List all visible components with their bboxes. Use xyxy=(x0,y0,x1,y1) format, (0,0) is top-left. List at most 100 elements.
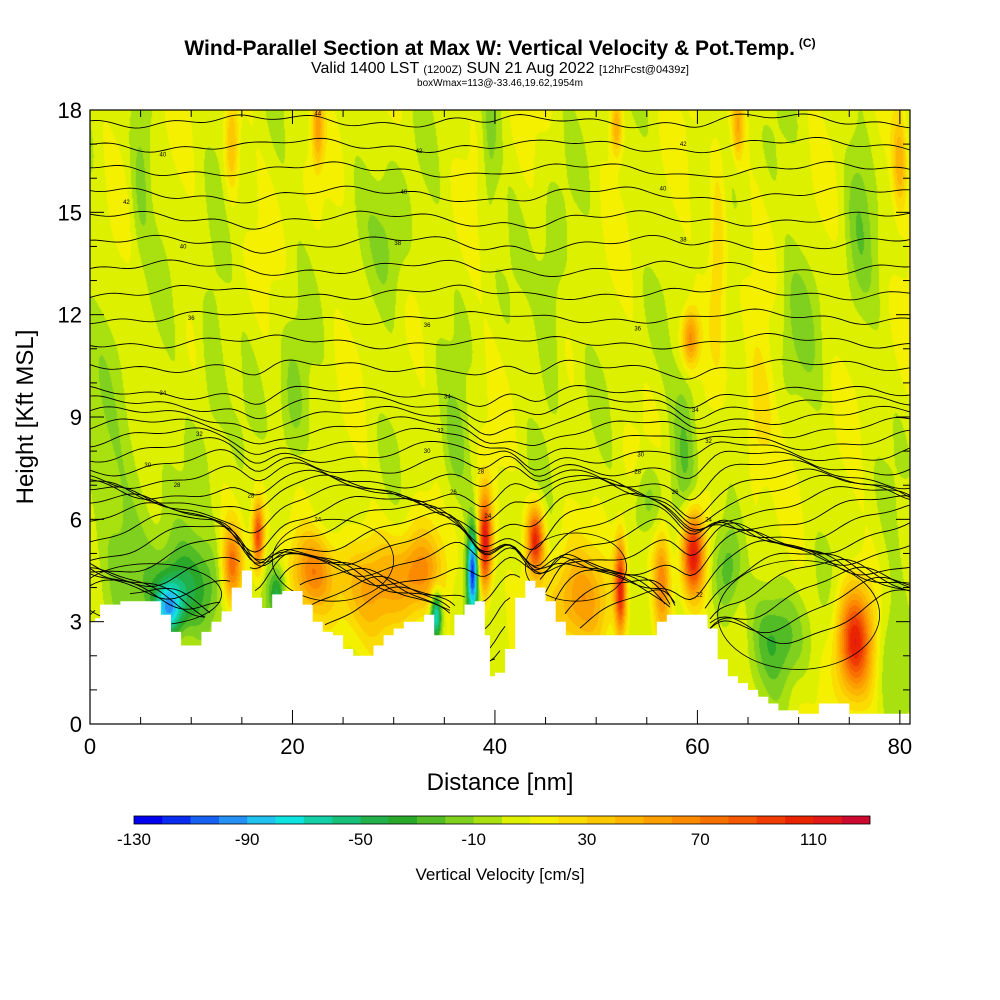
contour-label: 42 xyxy=(680,142,687,148)
colorbar-bin xyxy=(190,816,220,824)
x-tick-label: 40 xyxy=(483,734,507,759)
isentrope-line xyxy=(90,566,910,649)
colorbar-tick-label: -50 xyxy=(348,830,373,849)
potential-temperature-contours xyxy=(90,113,910,670)
isentrope-line xyxy=(90,161,910,178)
contour-label: 34 xyxy=(692,408,699,414)
y-tick-label: 0 xyxy=(70,712,82,737)
subtitle-date: SUN 21 Aug 2022 xyxy=(466,60,595,77)
contour-label: 36 xyxy=(634,326,641,332)
x-axis-title: Distance [nm] xyxy=(427,769,574,796)
contour-labels: 44 42 42 40 40 40 42 40 38 38 36 36 36 34 34 34 32 32 32 30… xyxy=(123,111,712,598)
colorbar-bin xyxy=(162,816,191,824)
contour-label: 40 xyxy=(180,244,187,250)
colorbar-bin xyxy=(360,816,390,824)
colorbar-bin xyxy=(502,816,531,824)
colorbar-tick-label: 70 xyxy=(691,830,710,849)
colorbar-bin xyxy=(530,816,559,824)
isentrope-line xyxy=(90,333,910,350)
isentrope-line xyxy=(90,552,910,609)
contour-label: 32 xyxy=(437,429,444,435)
colorbar-bin xyxy=(445,816,474,824)
colorbar-bin xyxy=(134,816,163,824)
contour-label: 26 xyxy=(672,490,679,496)
isentrope-line xyxy=(90,529,910,577)
contour-label: 38 xyxy=(394,241,401,247)
contour-label: 44 xyxy=(314,111,321,117)
isentrope-line xyxy=(90,113,910,129)
y-tick-label: 9 xyxy=(70,405,82,430)
colorbar-bin xyxy=(558,816,588,824)
contour-label: 30 xyxy=(424,449,431,455)
isentrope-line xyxy=(90,308,910,325)
colorbar-bin xyxy=(417,816,446,824)
contour-label: 28 xyxy=(634,470,641,476)
isentrope-line xyxy=(90,511,910,575)
contour-label: 34 xyxy=(444,395,451,401)
contour-label: 28 xyxy=(174,483,181,489)
isentrope-line xyxy=(90,136,910,154)
contour-label: 36 xyxy=(188,316,195,322)
contour-label: 32 xyxy=(705,439,712,445)
colorbar-bin xyxy=(728,816,758,824)
isentrope-line xyxy=(90,210,910,230)
colorbar-bin xyxy=(756,816,786,824)
contour-label: 24 xyxy=(705,517,712,523)
isentrope-line xyxy=(90,493,910,553)
isentrope-line xyxy=(90,427,910,461)
x-tick-label: 0 xyxy=(84,734,96,759)
copyright-badge: (C) xyxy=(798,36,816,50)
colorbar-frame xyxy=(133,815,871,825)
colorbar-bin xyxy=(700,816,729,824)
isentrope-line xyxy=(90,484,910,537)
contour-label: 40 xyxy=(660,186,667,192)
isentrope-loop xyxy=(524,532,627,602)
isentrope-loop xyxy=(271,518,395,602)
chart-title-text: Wind-Parallel Section at Max W: Vertical… xyxy=(184,37,795,60)
colorbar-tick-label: -90 xyxy=(235,830,260,849)
contour-label: 32 xyxy=(196,432,203,438)
subtitle-valid: Valid 1400 LST xyxy=(311,60,419,77)
isentrope-line xyxy=(90,449,910,479)
chart-subtitle: Valid 1400 LST (1200Z) SUN 21 Aug 2022 [… xyxy=(0,60,1000,78)
isentrope-line xyxy=(90,416,910,446)
terrain-mask xyxy=(90,570,910,724)
colorbar-tick-label: 110 xyxy=(800,830,827,849)
isentrope-line xyxy=(90,502,910,567)
isentrope-line xyxy=(90,385,910,409)
contour-label: 42 xyxy=(123,200,130,206)
y-axis-title: Height [Kft MSL] xyxy=(12,330,39,505)
contour-label: 30 xyxy=(144,463,151,469)
colorbar-bin xyxy=(218,816,248,824)
isentrope-line xyxy=(90,359,910,380)
contour-label: 28 xyxy=(477,470,484,476)
contour-label: 34 xyxy=(160,391,167,397)
colorbar: -130 -90 -50 -10 30 70 110 Vertical Velocity [c… xyxy=(117,815,871,884)
x-tick-label: 60 xyxy=(685,734,709,759)
subtitle-utc: (1200Z) xyxy=(423,64,462,76)
isentrope-line xyxy=(90,405,910,436)
isentrope-line xyxy=(90,259,910,277)
terrain xyxy=(90,570,910,724)
contour-label: 24 xyxy=(485,514,492,520)
subtitle-forecast: [12hrFcst@0439z] xyxy=(598,64,689,76)
colorbar-title: Vertical Velocity [cm/s] xyxy=(415,865,584,884)
contour-label: 40 xyxy=(160,152,167,158)
x-tick-label: 20 xyxy=(280,734,304,759)
isentrope-line xyxy=(90,234,910,254)
contour-label: 22 xyxy=(696,592,703,598)
contour-label: 36 xyxy=(424,323,431,329)
colorbar-bin xyxy=(332,816,361,824)
contour-label: 28 xyxy=(248,493,255,499)
contour-label: 40 xyxy=(400,190,407,196)
isentrope-line xyxy=(90,468,910,519)
x-tick-label: 80 xyxy=(888,734,912,759)
colorbar-bin xyxy=(247,816,276,824)
colorbar-bin xyxy=(841,816,871,824)
y-tick-label: 15 xyxy=(58,200,82,225)
contour-label: 30 xyxy=(637,453,644,459)
colorbar-tick-label: 30 xyxy=(577,830,596,849)
chart-title: Wind-Parallel Section at Max W: Vertical… xyxy=(0,36,1000,61)
